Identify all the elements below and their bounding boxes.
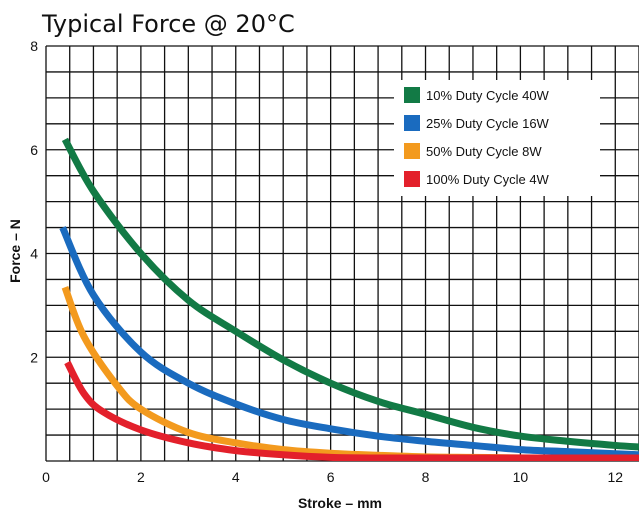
x-tick-label: 2: [137, 469, 145, 485]
x-tick-label: 4: [232, 469, 240, 485]
x-tick-label: 12: [607, 469, 623, 485]
y-tick-label: 4: [30, 246, 38, 262]
x-tick-label: 0: [42, 469, 50, 485]
series-line-4: [64, 360, 639, 461]
legend-label: 100% Duty Cycle 4W: [426, 172, 550, 187]
legend-label: 50% Duty Cycle 8W: [426, 144, 542, 159]
legend-swatch: [404, 87, 420, 103]
y-axis-label: Force – N: [7, 219, 23, 283]
legend-swatch: [404, 115, 420, 131]
chart-title: Typical Force @ 20°C: [41, 10, 295, 38]
series-line-2: [59, 226, 639, 459]
tick-labels: 0 2 4 6 8 10 12 2 4 6 8: [30, 38, 623, 485]
x-tick-label: 10: [513, 469, 529, 485]
x-axis-label: Stroke – mm: [298, 495, 382, 511]
x-tick-label: 6: [327, 469, 335, 485]
legend-swatch: [404, 171, 420, 187]
x-tick-label: 8: [422, 469, 430, 485]
y-tick-label: 6: [30, 142, 38, 158]
legend-box: [394, 80, 600, 196]
legend-label: 10% Duty Cycle 40W: [426, 88, 550, 103]
legend-swatch: [404, 143, 420, 159]
legend-label: 25% Duty Cycle 16W: [426, 116, 550, 131]
series-layer: [59, 137, 639, 461]
legend: 10% Duty Cycle 40W 25% Duty Cycle 16W 50% …: [394, 80, 600, 196]
series-line-1: [61, 137, 639, 451]
y-tick-label: 2: [30, 349, 38, 365]
y-tick-label: 8: [30, 38, 38, 54]
